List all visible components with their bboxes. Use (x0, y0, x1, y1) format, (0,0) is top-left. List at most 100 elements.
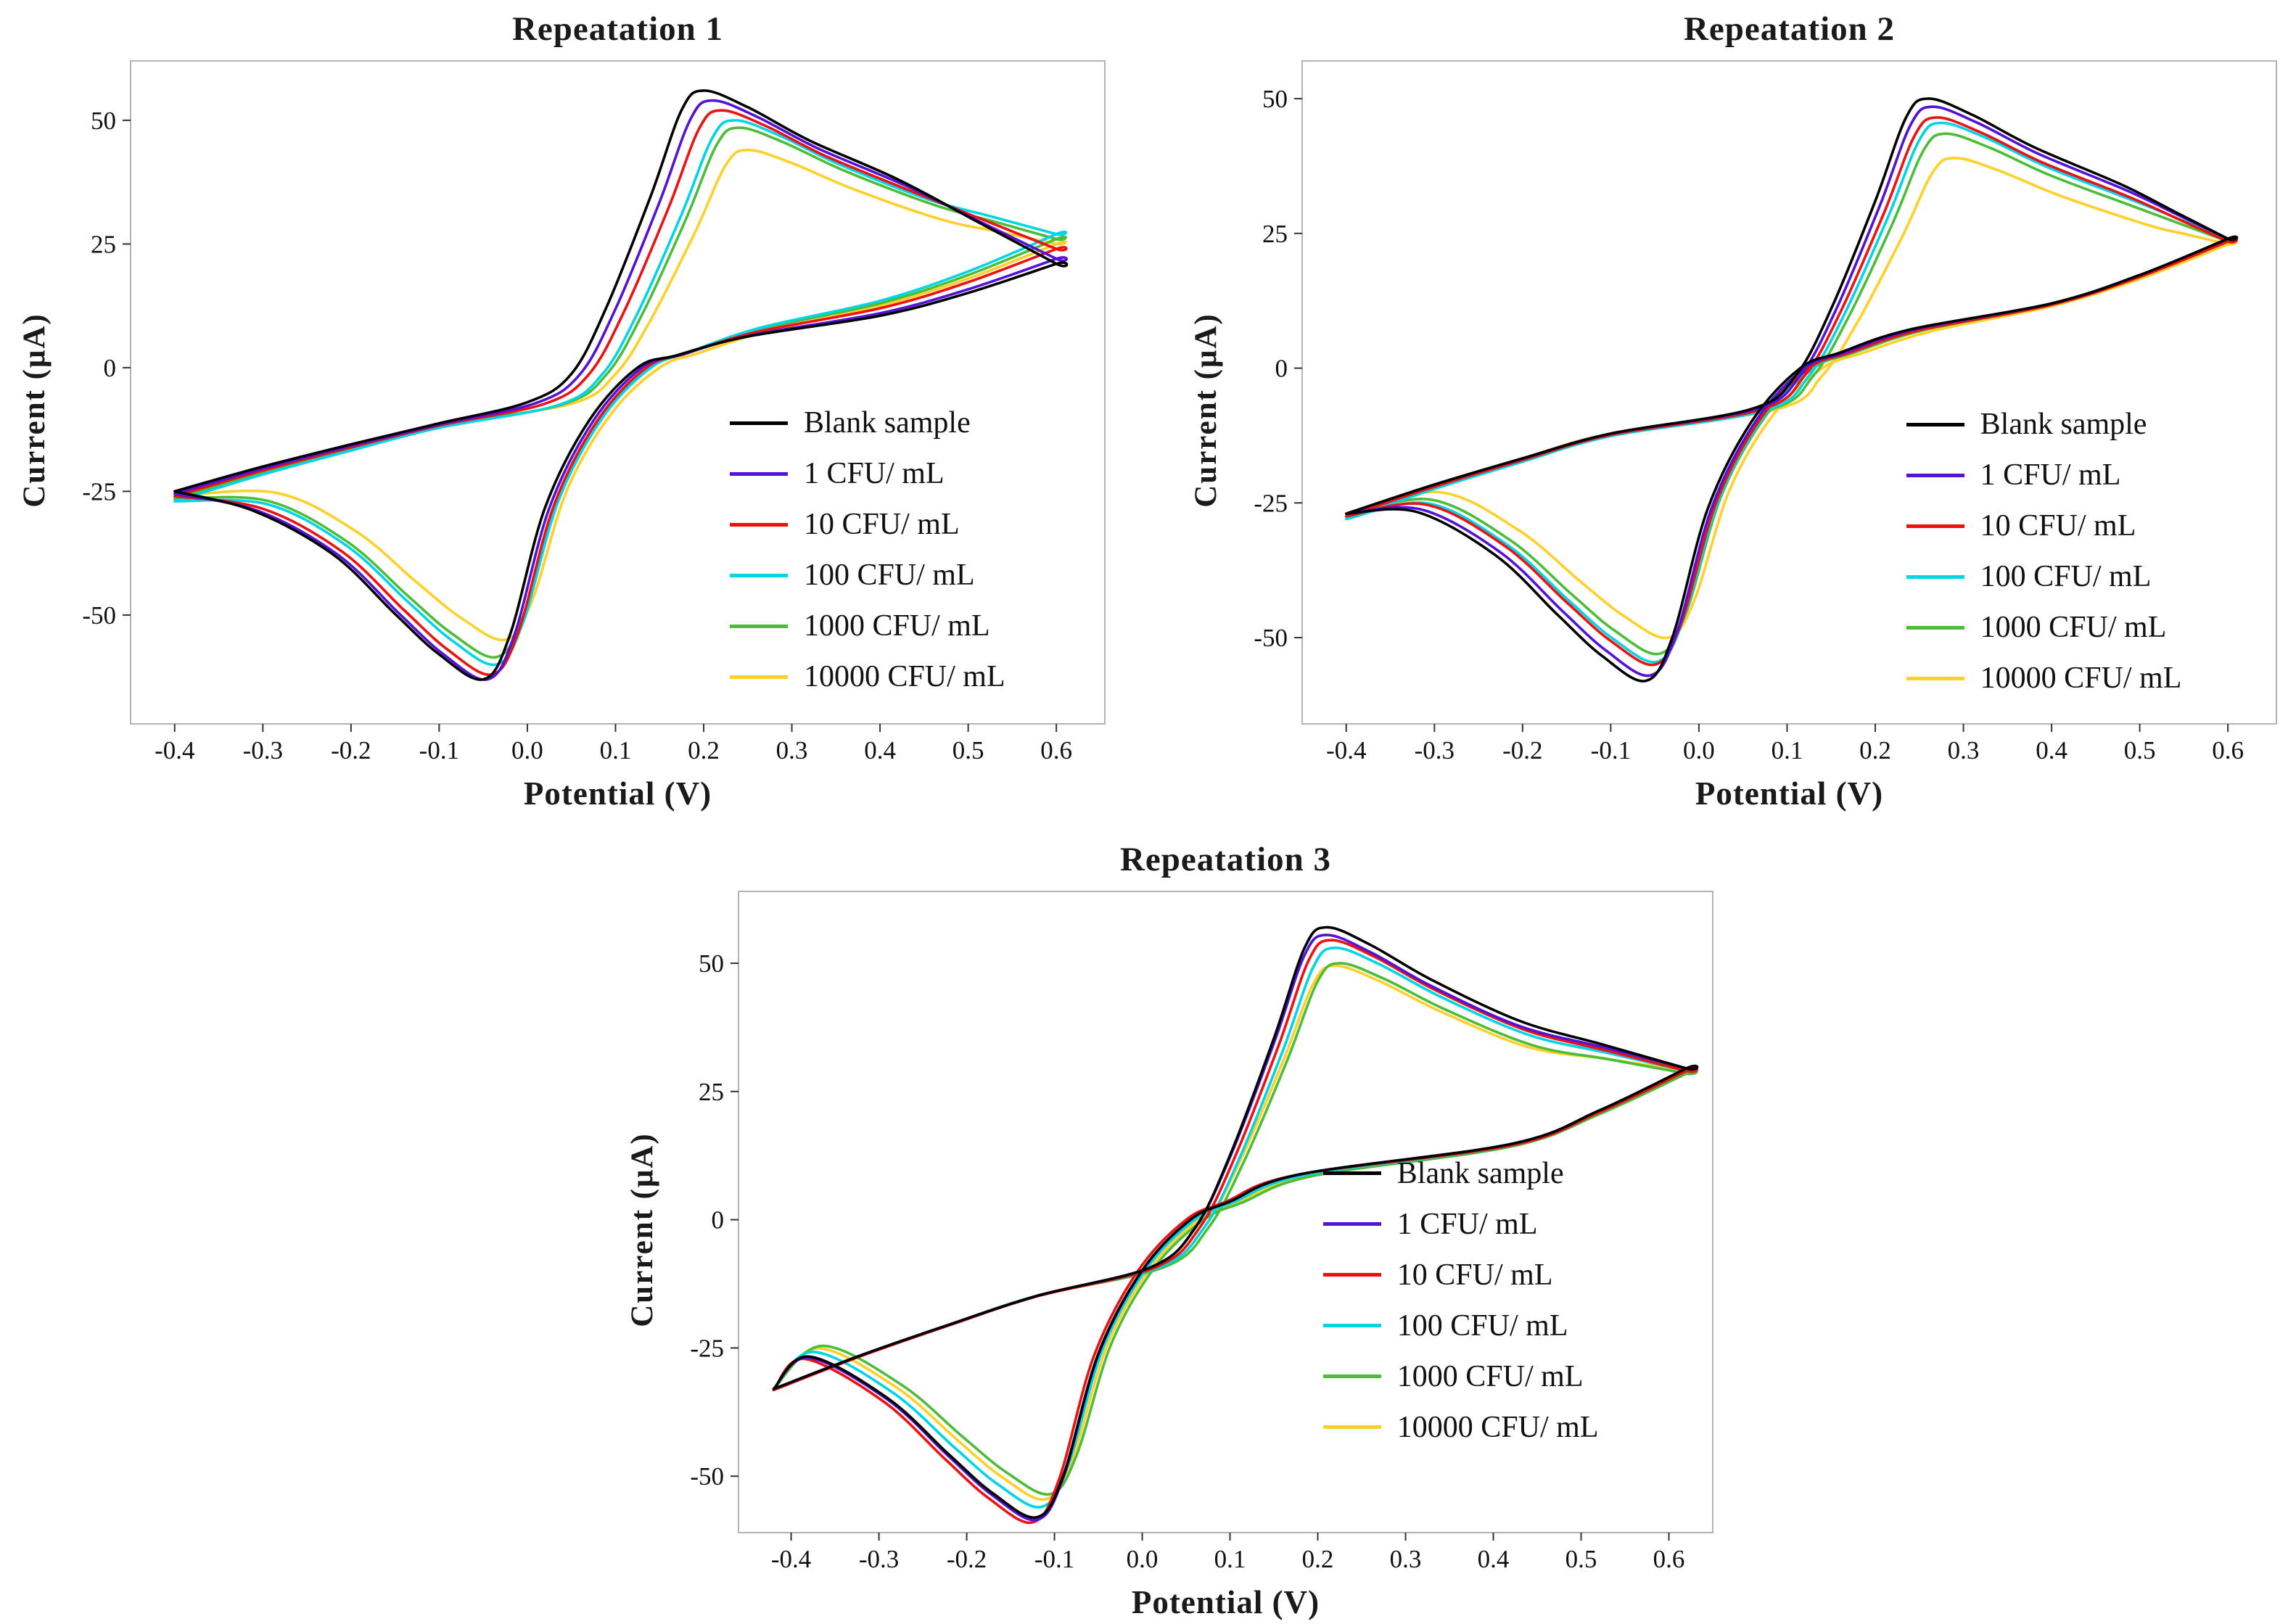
x-tick-label: 0.3 (776, 736, 808, 764)
series-line-100-cfu-ml (173, 119, 1068, 667)
y-tick-label: -50 (690, 1462, 724, 1491)
legend-swatch (1322, 1222, 1381, 1227)
x-tick-label: 0.3 (1948, 736, 1980, 764)
cv-plot-repetition-3: Repeatation 3 Current (μA) -0.4 -0.3 -0.2 -… (608, 838, 1721, 1624)
x-tick-label: -0.1 (419, 736, 459, 764)
y-tick-label: -50 (82, 601, 116, 630)
legend: Blank sample 1 CFU/ mL 10 CFU/ mL 100 CFU/ … (1906, 399, 2182, 704)
legend-entry: 1000 CFU/ mL (729, 601, 1005, 651)
y-tick-label: 50 (699, 949, 724, 978)
legend-entry: Blank sample (1906, 399, 2182, 450)
legend-label: 1000 CFU/ mL (1980, 611, 2167, 645)
x-tick-label: -0.4 (771, 1545, 811, 1573)
y-axis-label-area: Current (μA) (1172, 51, 1240, 769)
x-tick-label: 0.4 (1478, 1545, 1510, 1573)
x-tick-label: -0.1 (1034, 1545, 1074, 1573)
series-line-blank-sample (772, 926, 1699, 1520)
x-tick-label: 0.1 (1214, 1545, 1246, 1573)
x-tick-label: 0.5 (952, 736, 984, 764)
x-tick-label: 0.0 (1683, 736, 1715, 764)
y-tick-label: 25 (699, 1078, 724, 1106)
legend-swatch (1906, 473, 1964, 477)
y-tick-label: 25 (1262, 220, 1288, 248)
x-tick-label: -0.4 (155, 736, 194, 764)
legend-entry: 10000 CFU/ mL (729, 651, 1005, 702)
chart-body: Current (μA) -0.4 -0.3 -0.2 -0.1 0.0 0.1 0.2 0.… (608, 881, 1721, 1578)
plot-canvas: -0.4 -0.3 -0.2 -0.1 0.0 0.1 0.2 0.3 0.4 0.5 0.6 -50… (1254, 60, 2277, 764)
legend-label: 10000 CFU/ mL (803, 660, 1005, 694)
y-tick-label: -25 (1254, 489, 1288, 517)
x-tick-label: -0.2 (947, 1545, 987, 1573)
legend-entry: 1 CFU/ mL (729, 448, 1005, 499)
y-axis-label-area: Current (μA) (0, 51, 69, 769)
y-tick-label: 50 (91, 107, 116, 135)
legend-label: 1000 CFU/ mL (1396, 1359, 1584, 1393)
legend-label: 10000 CFU/ mL (1980, 661, 2182, 696)
legend-entry: Blank sample (729, 397, 1005, 448)
x-tick-label: 0.4 (864, 736, 896, 764)
legend-label: 10 CFU/ mL (803, 508, 960, 542)
legend-label: Blank sample (1396, 1156, 1564, 1190)
legend-entry: 10000 CFU/ mL (1322, 1402, 1599, 1453)
y-tick-label: 0 (712, 1206, 725, 1235)
legend-swatch (729, 421, 788, 425)
legend-swatch (1906, 422, 1964, 426)
y-tick-label: -25 (82, 477, 116, 506)
x-tick-label: -0.2 (331, 736, 371, 764)
legend-entry: 1 CFU/ mL (1322, 1199, 1599, 1250)
legend-entry: 100 CFU/ mL (1906, 551, 2182, 602)
x-tick-label: -0.3 (859, 1545, 899, 1573)
legend-entry: 1000 CFU/ mL (1906, 602, 2182, 653)
x-axis-label: Potential (V) (523, 775, 712, 812)
y-tick-label: 25 (91, 230, 116, 258)
x-tick-label: -0.1 (1591, 736, 1631, 764)
legend-swatch (1906, 625, 1964, 630)
x-tick-label: -0.4 (1326, 736, 1366, 764)
legend-label: Blank sample (1980, 408, 2147, 442)
cv-plot-repetition-2: Repeatation 2 Current (μA) -0.4 -0.3 -0.2-… (1172, 7, 2285, 830)
legend-swatch (1906, 676, 1964, 680)
x-tick-label: 0.1 (1772, 736, 1803, 764)
chart-title: Repeatation 1 (511, 10, 724, 48)
legend-swatch (729, 471, 788, 476)
legend-label: 1 CFU/ mL (1980, 458, 2121, 492)
plot-border (738, 891, 1713, 1533)
legend-entry: 10 CFU/ mL (1322, 1250, 1599, 1301)
legend-label: 100 CFU/ mL (1980, 560, 2152, 594)
series-line-1000-cfu-ml (173, 126, 1067, 659)
legend-swatch (1906, 524, 1964, 528)
y-axis-label: Current (μA) (17, 312, 52, 508)
y-tick-label: -25 (690, 1334, 724, 1362)
legend-swatch (729, 573, 788, 577)
chart-title: Repeatation 3 (1119, 841, 1332, 878)
y-tick-label: 50 (1262, 85, 1288, 113)
plot-canvas: -0.4 -0.3 -0.2 -0.1 0.0 0.1 0.2 0.3 0.4 0.5 0.6 -50… (690, 891, 1713, 1573)
legend-swatch (1906, 574, 1964, 579)
legend: Blank sample 1 CFU/ mL 10 CFU/ mL 100 CFU/ … (1322, 1148, 1599, 1453)
x-tick-label: -0.2 (1502, 736, 1542, 764)
plot-canvas: -0.4 -0.3 -0.2 -0.1 0.0 0.1 0.2 0.3 0.4 0.5 0.6 -50… (82, 60, 1106, 764)
plot-border (130, 60, 1106, 725)
y-axis-label-area: Current (μA) (608, 881, 677, 1578)
legend-label: 10 CFU/ mL (1396, 1258, 1553, 1292)
legend-entry: 100 CFU/ mL (1322, 1301, 1599, 1351)
y-axis-label: Current (μA) (1189, 312, 1223, 508)
x-tick-label: 0.4 (2036, 736, 2067, 764)
legend-entry: 1 CFU/ mL (1906, 450, 2182, 500)
chart-title: Repeatation 2 (1683, 10, 1896, 48)
x-tick-label: 0.1 (600, 736, 632, 764)
x-axis-label: Potential (V) (1695, 775, 1884, 812)
legend-entry: 100 CFU/ mL (729, 550, 1005, 601)
x-tick-label: 0.2 (1302, 1545, 1334, 1573)
legend-swatch (1322, 1425, 1381, 1430)
x-tick-label: 0.6 (1653, 1545, 1685, 1573)
y-axis-label: Current (μA) (625, 1132, 659, 1327)
legend-label: Blank sample (803, 406, 971, 440)
y-tick-label: -50 (1254, 624, 1288, 652)
legend-entry: 10000 CFU/ mL (1906, 653, 2182, 704)
cv-plot-repetition-1: Repeatation 1 Current (μA) -0.4 -0.3 -0.2-… (0, 7, 1114, 830)
x-tick-label: 0.6 (2212, 736, 2244, 764)
legend-label: 1 CFU/ mL (1396, 1207, 1538, 1241)
x-tick-label: 0.0 (511, 736, 543, 764)
series-line-blank-sample (173, 89, 1069, 681)
